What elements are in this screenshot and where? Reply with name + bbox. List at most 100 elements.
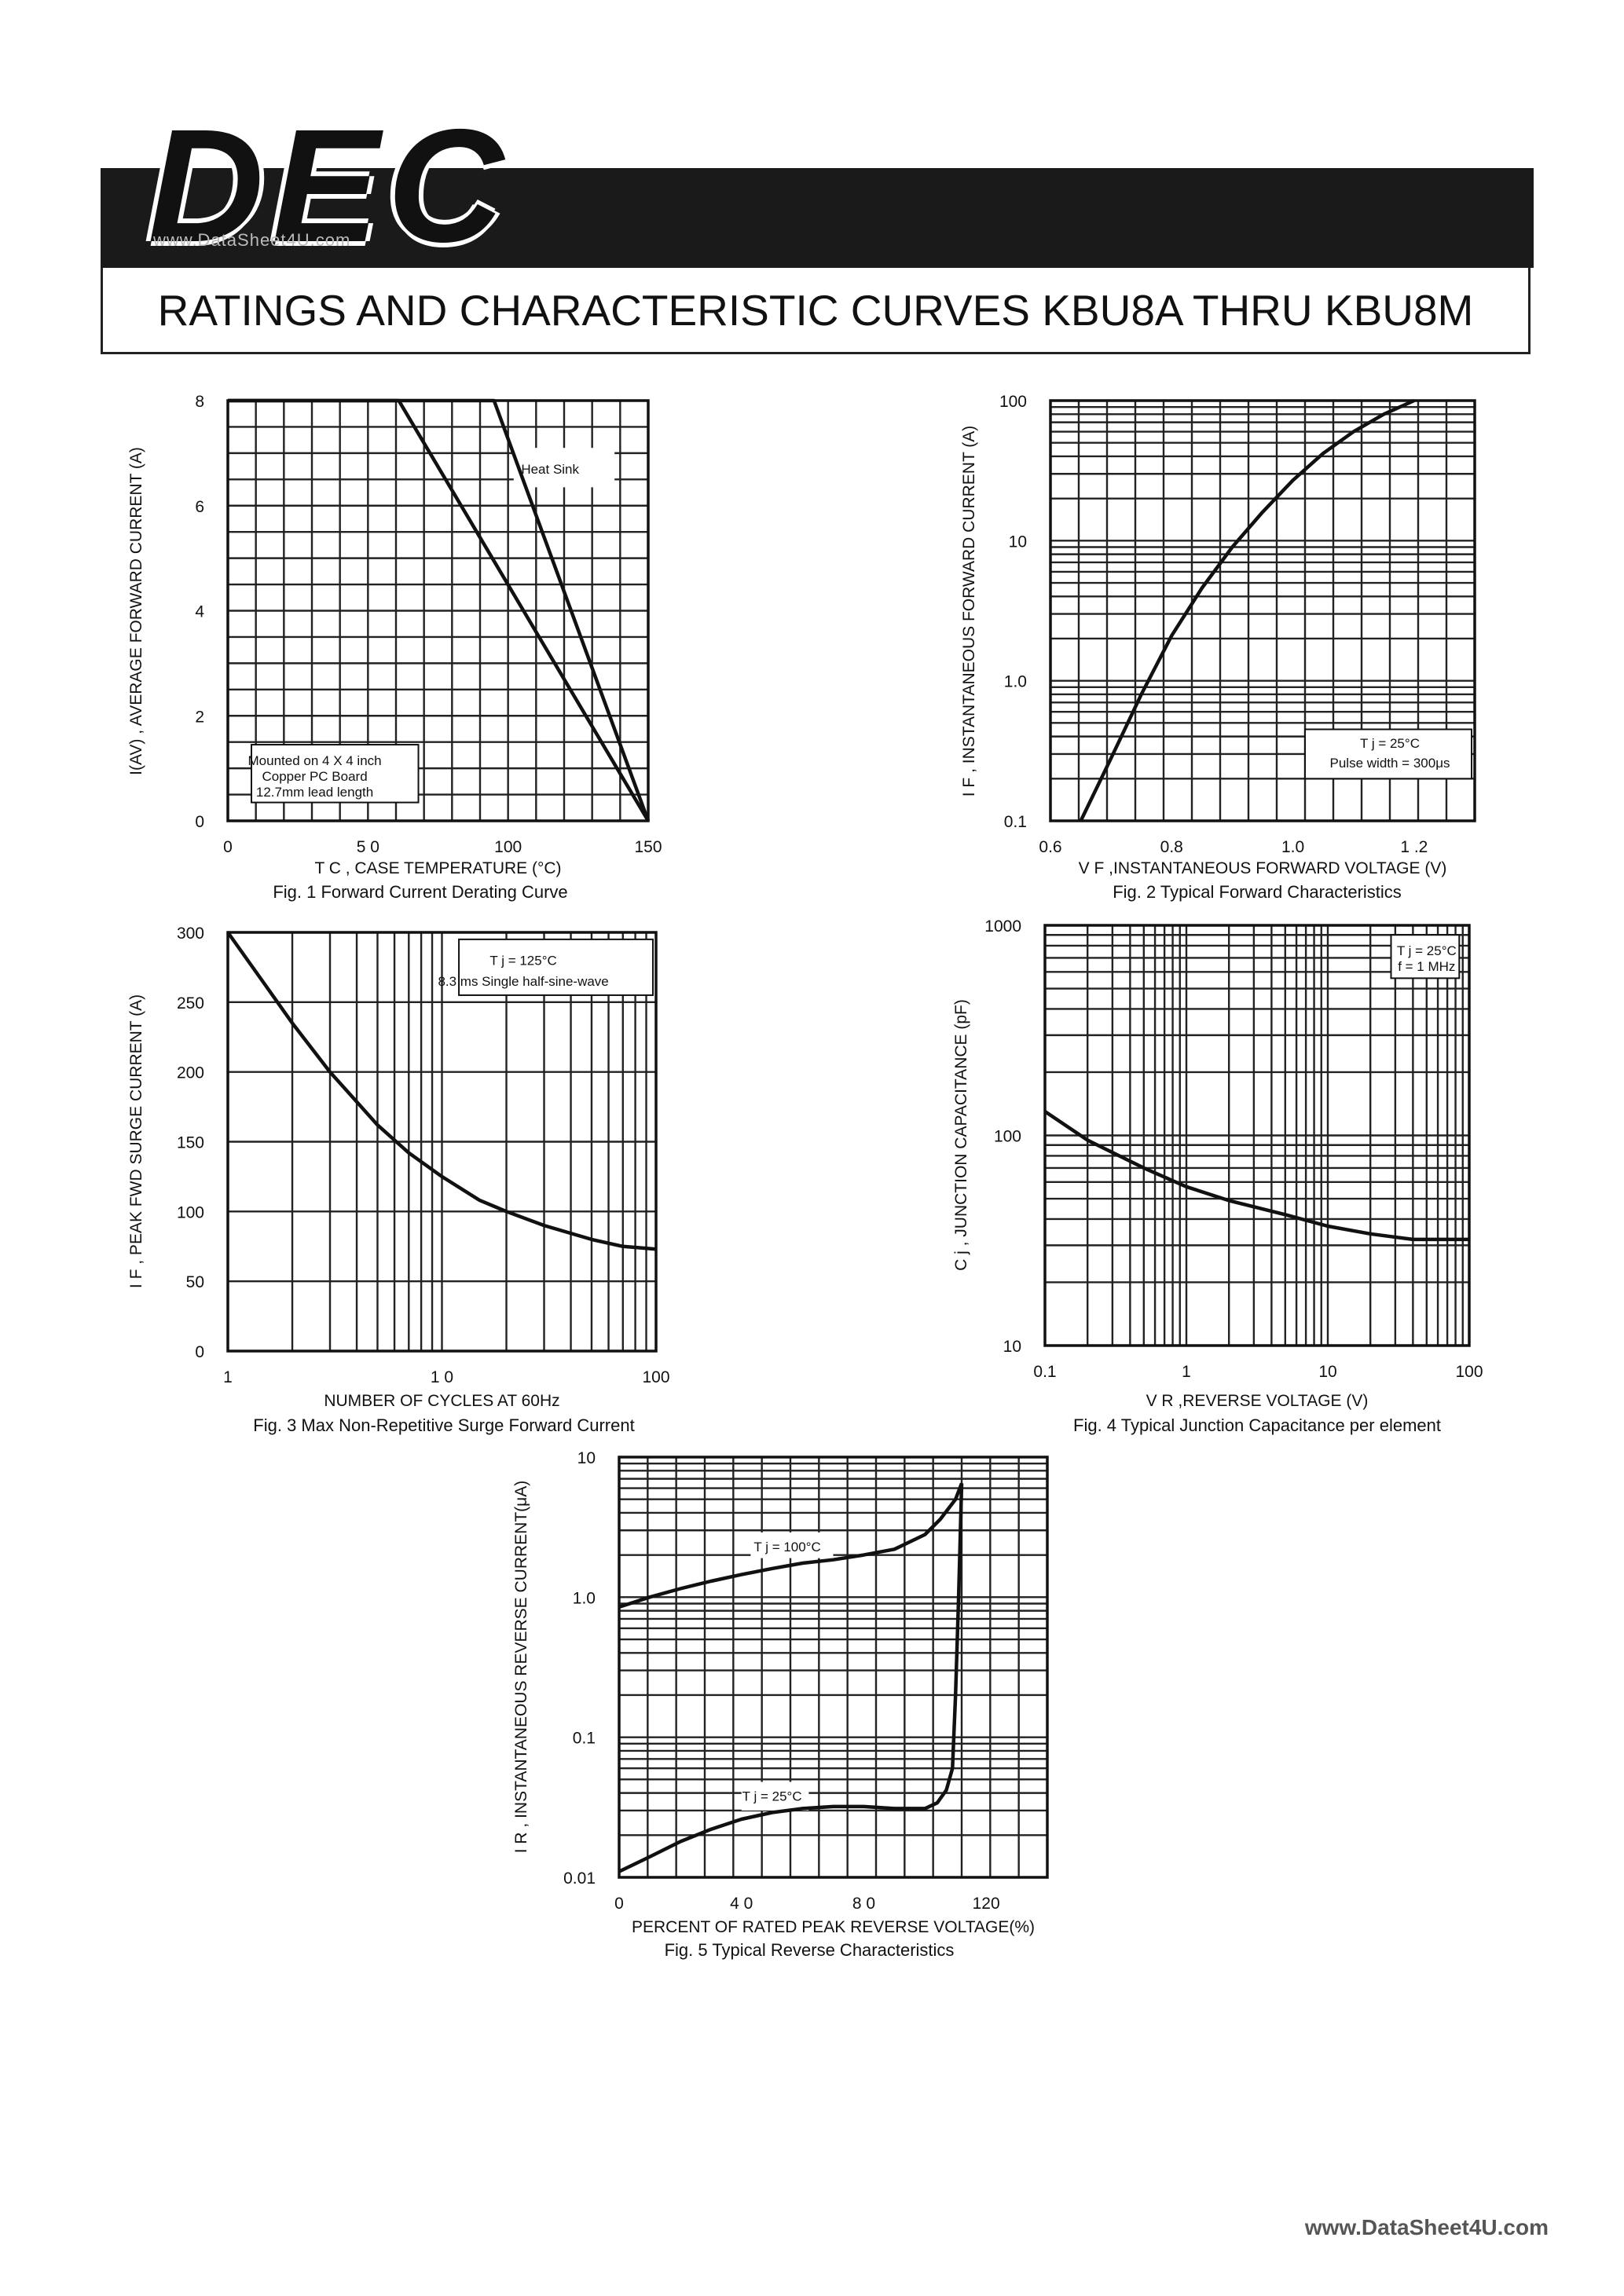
title-box: RATINGS AND CHARACTERISTIC CURVES KBU8A … [101, 268, 1531, 354]
x-tick-label: 0.1 [1033, 1363, 1056, 1381]
x-tick-label: 150 [634, 838, 662, 856]
y-tick-label: 8 [195, 393, 204, 411]
x-axis-label: V F ,INSTANTANEOUS FORWARD VOLTAGE (V) [1079, 859, 1447, 877]
annotation-text: Copper PC Board [262, 769, 367, 784]
x-tick-label: 8 0 [852, 1895, 875, 1913]
plot-frame [1043, 924, 1471, 1347]
x-tick-label: 1 [223, 1368, 233, 1386]
y-tick-label: 100 [177, 1203, 204, 1221]
plot-frame [618, 1456, 1049, 1879]
y-tick-label: 10 [1009, 533, 1027, 551]
annotation-text: 8.3 ms Single half-sine-wave [438, 974, 608, 989]
x-tick-label: 1.0 [1281, 838, 1304, 856]
y-axis-label: I R , INSTANTANEOUS REVERSE CURRENT(μA) [512, 1481, 530, 1854]
legend-box [750, 1532, 834, 1558]
x-tick-label: 1 0 [431, 1368, 453, 1386]
chart-3: 1 1 0 100 0 50 100 150 200 250 300 NUMBER OF CYCLE… [127, 925, 670, 1435]
y-tick-label: 2 [195, 708, 204, 726]
footer-watermark: www.DataSheet4U.com [1304, 2215, 1549, 2239]
annotation-text: 12.7mm lead length [256, 785, 373, 800]
y-tick-label: 100 [994, 1128, 1021, 1146]
y-tick-label: 0.1 [573, 1730, 596, 1748]
x-tick-label: 100 [494, 838, 522, 856]
y-tick-label: 200 [177, 1064, 204, 1082]
series-line-2 [228, 398, 650, 822]
y-tick-label: 0.1 [1004, 813, 1027, 831]
header: DEC www.DataSheet4U.com RATINGS AND CHAR… [101, 105, 1534, 360]
y-tick-label: 6 [195, 498, 204, 516]
x-axis-label: V R ,REVERSE VOLTAGE (V) [1146, 1392, 1369, 1410]
y-tick-label: 0 [195, 813, 204, 831]
legend-box [1390, 934, 1461, 980]
x-tick-label: 4 0 [730, 1895, 753, 1913]
figure-caption: Fig. 2 Typical Forward Characteristics [1113, 882, 1402, 902]
annotation-text: f = 1 MHz [1398, 959, 1455, 974]
x-tick-label: 120 [973, 1895, 1000, 1913]
x-tick-label: 0.6 [1039, 838, 1061, 856]
y-tick-label: 4 [195, 603, 204, 621]
series-line-1 [226, 931, 657, 1251]
plot-frame [1049, 399, 1476, 822]
y-tick-label: 1000 [984, 917, 1021, 936]
annotation-text: T j = 25°C [742, 1789, 802, 1804]
y-tick-label: 100 [999, 393, 1027, 411]
annotation-text: Mounted on 4 X 4 inch [248, 753, 382, 768]
chart-5: 0 4 0 8 0 120 0.01 0.1 1.0 10 PERCENT OF RATED P… [512, 1449, 1049, 1960]
chart-2: 0.6 0.8 1.0 1 .2 0.1 1.0 10 100 V F ,INSTANTANEO… [960, 393, 1476, 902]
figure-caption: Fig. 5 Typical Reverse Characteristics [665, 1940, 955, 1960]
x-tick-label: 1 .2 [1400, 838, 1428, 856]
legend-box [251, 744, 420, 804]
x-tick-label: 100 [1455, 1363, 1483, 1381]
y-tick-label: 50 [186, 1273, 204, 1291]
annotation-text: T j = 100°C [753, 1540, 820, 1554]
x-axis-label: NUMBER OF CYCLES AT 60Hz [324, 1392, 559, 1410]
grid-lines [1043, 924, 1471, 1347]
y-tick-label: 0 [195, 1343, 204, 1361]
series-line-1 [1043, 1110, 1469, 1242]
y-tick-label: 10 [577, 1449, 596, 1467]
series-line-1 [618, 1482, 964, 1609]
page-title: RATINGS AND CHARACTERISTIC CURVES KBU8A … [157, 286, 1474, 335]
y-tick-label: 1.0 [1004, 673, 1027, 691]
x-tick-label: 1 [1182, 1363, 1191, 1381]
annotation-text: Pulse width = 300μs [1330, 756, 1450, 771]
y-tick-label: 150 [177, 1134, 204, 1152]
legend-box [1304, 728, 1472, 780]
x-tick-label: 0 [223, 838, 233, 856]
y-tick-label: 10 [1003, 1338, 1021, 1356]
plot-frame [226, 931, 658, 1353]
chart-4: 0.1 1 10 100 10 100 1000 V R ,REVERSE VOLTAGE (… [952, 917, 1483, 1435]
x-tick-label: 10 [1318, 1363, 1336, 1381]
figure-caption: Fig. 4 Typical Junction Capacitance per … [1073, 1415, 1441, 1435]
x-tick-label: 0.8 [1160, 838, 1183, 856]
y-tick-label: 250 [177, 994, 204, 1013]
y-tick-label: 300 [177, 925, 204, 943]
y-axis-label: I F , PEAK FWD SURGE CURRENT (A) [127, 994, 145, 1288]
legend-box [741, 1782, 809, 1811]
series-line-2 [618, 1483, 964, 1873]
y-axis-label: I F , INSTANTANEOUS FORWARD CURRENT (A) [960, 426, 978, 797]
y-axis-label: C j , JUNCTION CAPACITANCE (pF) [952, 999, 970, 1271]
figure-caption: Fig. 1 Forward Current Derating Curve [273, 882, 567, 902]
series-line-1 [1079, 398, 1415, 822]
watermark-text: www.DataSheet4U.com [153, 230, 351, 250]
x-tick-label: 0 [614, 1895, 624, 1913]
y-tick-label: 0.01 [563, 1869, 596, 1888]
annotation-text: T j = 125°C [489, 954, 556, 969]
figure-caption: Fig. 3 Max Non-Repetitive Surge Forward … [253, 1415, 634, 1435]
dec-logo: DEC [148, 96, 511, 276]
y-axis-label: I(AV) , AVERAGE FORWARD CURRENT (A) [127, 447, 145, 775]
x-tick-label: 100 [642, 1368, 669, 1386]
x-tick-label: 5 0 [357, 838, 379, 856]
legend-box [513, 448, 615, 488]
annotation-text: T j = 25°C [1397, 943, 1457, 958]
legend-box [458, 938, 654, 996]
x-axis-label: PERCENT OF RATED PEAK REVERSE VOLTAGE(%) [632, 1918, 1035, 1936]
x-axis-label: T C , CASE TEMPERATURE (°C) [314, 859, 561, 877]
header-band [101, 168, 1534, 268]
y-tick-label: 1.0 [573, 1589, 596, 1607]
annotation-text: T j = 25°C [1360, 736, 1420, 751]
annotation-text: Heat Sink [521, 462, 579, 477]
